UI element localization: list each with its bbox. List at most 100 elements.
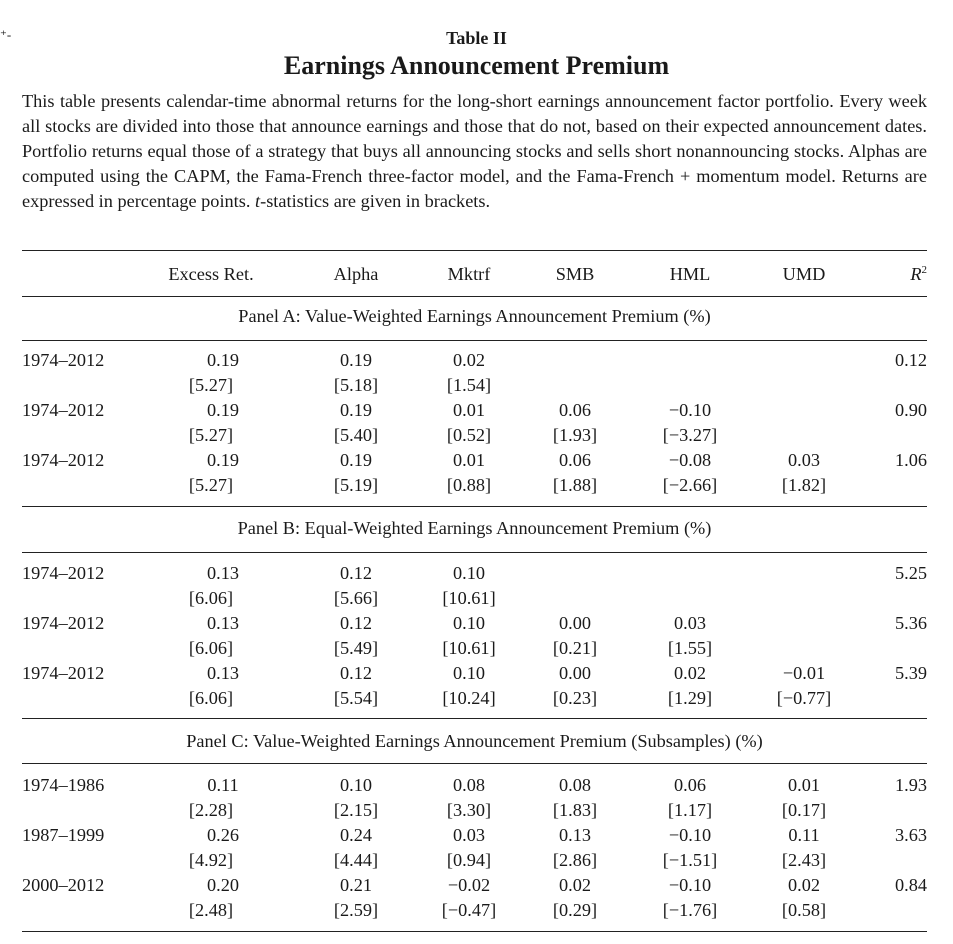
table-label: Table II (446, 28, 507, 48)
coefficient-hml: −0.10 (668, 825, 712, 845)
top-rule (22, 250, 927, 251)
row-period: 1974–2012 (22, 450, 105, 470)
coefficient-excess-return: 0.19 (207, 350, 239, 370)
t-statistic-excess-return: [2.28] (188, 800, 234, 820)
r-squared-value: 3.63 (895, 825, 927, 845)
coefficient-excess-return: 0.19 (207, 400, 239, 420)
coefficient-excess-return: 0.13 (207, 563, 239, 583)
t-statistic-umd: [0.58] (781, 900, 827, 920)
coefficient-alpha: 0.19 (340, 350, 372, 370)
coefficient-excess-return: 0.20 (207, 875, 239, 895)
coefficient-excess-return: 0.13 (207, 663, 239, 683)
t-statistic-umd: [2.43] (781, 850, 827, 870)
t-statistic-smb: [1.93] (552, 425, 598, 445)
t-statistic-mktrf: [0.88] (446, 475, 492, 495)
t-statistic-umd: [0.17] (781, 800, 827, 820)
row-period: 1974–2012 (22, 400, 105, 420)
t-statistic-hml: [−1.51] (662, 850, 718, 870)
r-squared-exponent: 2 (921, 263, 928, 276)
t-statistic-mktrf: [0.94] (446, 850, 492, 870)
r-squared-value: 5.25 (895, 563, 927, 583)
t-symbol: t (255, 191, 261, 211)
t-statistic-alpha: [5.54] (333, 688, 379, 708)
coefficient-mktrf: 0.02 (453, 350, 485, 370)
header-alpha: Alpha (333, 264, 379, 284)
row-period: 1974–2012 (22, 563, 105, 583)
coefficient-alpha: 0.21 (340, 875, 372, 895)
panel-end-rule (22, 506, 927, 507)
coefficient-smb: 0.00 (559, 663, 591, 683)
coefficient-smb: 0.00 (559, 613, 591, 633)
coefficient-smb: 0.06 (559, 450, 591, 470)
t-statistic-smb: [0.29] (552, 900, 598, 920)
t-statistic-excess-return: [5.27] (188, 475, 234, 495)
t-statistic-excess-return: [6.06] (188, 688, 234, 708)
coefficient-alpha: 0.19 (340, 450, 372, 470)
t-statistic-smb: [0.21] (552, 638, 598, 658)
row-period: 1974–2012 (22, 350, 105, 370)
r-squared-value: 0.84 (895, 875, 927, 895)
coefficient-alpha: 0.12 (340, 563, 372, 583)
coefficient-mktrf: 0.10 (453, 663, 485, 683)
coefficient-smb: 0.08 (559, 775, 591, 795)
t-statistic-excess-return: [2.48] (188, 900, 234, 920)
t-statistic-hml: [1.29] (667, 688, 713, 708)
r-squared-value: 1.93 (895, 775, 927, 795)
panel-title: Panel B: Equal-Weighted Earnings Announc… (237, 518, 712, 538)
t-statistic-alpha: [5.19] (333, 475, 379, 495)
r-squared-value: 0.90 (895, 400, 927, 420)
coefficient-smb: 0.02 (559, 875, 591, 895)
coefficient-umd: 0.01 (788, 775, 820, 795)
page-edge-mark: ⁺- (0, 27, 12, 42)
coefficient-umd: −0.01 (782, 663, 826, 683)
coefficient-alpha: 0.12 (340, 613, 372, 633)
coefficient-mktrf: 0.01 (453, 450, 485, 470)
coefficient-alpha: 0.10 (340, 775, 372, 795)
header-r-squared: R2 (910, 264, 927, 284)
panel-rule (22, 763, 927, 764)
coefficient-hml: 0.03 (674, 613, 706, 633)
coefficient-hml: 0.02 (674, 663, 706, 683)
row-period: 2000–2012 (22, 875, 105, 895)
coefficient-alpha: 0.24 (340, 825, 372, 845)
coefficient-mktrf: −0.02 (447, 875, 491, 895)
row-period: 1987–1999 (22, 825, 105, 845)
t-statistic-mktrf: [10.61] (442, 588, 496, 608)
coefficient-smb: 0.06 (559, 400, 591, 420)
header-excess-return: Excess Ret. (168, 264, 254, 284)
r-squared-value: 5.39 (895, 663, 927, 683)
t-statistic-alpha: [5.18] (333, 375, 379, 395)
t-statistic-excess-return: [5.27] (188, 375, 234, 395)
coefficient-excess-return: 0.26 (207, 825, 239, 845)
t-statistic-alpha: [2.15] (333, 800, 379, 820)
t-statistic-mktrf: [1.54] (446, 375, 492, 395)
t-statistic-hml: [−1.76] (662, 900, 718, 920)
t-statistic-smb: [2.86] (552, 850, 598, 870)
coefficient-mktrf: 0.03 (453, 825, 485, 845)
t-statistic-alpha: [5.40] (333, 425, 379, 445)
coefficient-excess-return: 0.11 (207, 775, 239, 795)
panel-end-rule (22, 718, 927, 719)
panel-title: Panel C: Value-Weighted Earnings Announc… (186, 731, 763, 751)
table-caption: This table presents calendar-time abnorm… (22, 89, 927, 214)
header-mktrf: Mktrf (447, 264, 491, 284)
header-rule (22, 296, 927, 297)
coefficient-umd: 0.03 (788, 450, 820, 470)
coefficient-hml: −0.10 (668, 875, 712, 895)
panel-rule (22, 552, 927, 553)
t-statistic-mktrf: [−0.47] (441, 900, 497, 920)
caption-text-part-2: -statistics are given in brackets. (260, 191, 491, 211)
t-statistic-mktrf: [10.24] (442, 688, 496, 708)
row-period: 1974–2012 (22, 663, 105, 683)
t-statistic-hml: [−3.27] (662, 425, 718, 445)
coefficient-mktrf: 0.08 (453, 775, 485, 795)
t-statistic-smb: [1.88] (552, 475, 598, 495)
t-statistic-alpha: [4.44] (333, 850, 379, 870)
t-statistic-umd: [1.82] (781, 475, 827, 495)
panel-end-rule (22, 931, 927, 932)
t-statistic-smb: [0.23] (552, 688, 598, 708)
coefficient-umd: 0.02 (788, 875, 820, 895)
coefficient-hml: −0.10 (668, 400, 712, 420)
caption-text-part-1: This table presents calendar-time abnorm… (22, 91, 927, 211)
t-statistic-hml: [1.17] (667, 800, 713, 820)
